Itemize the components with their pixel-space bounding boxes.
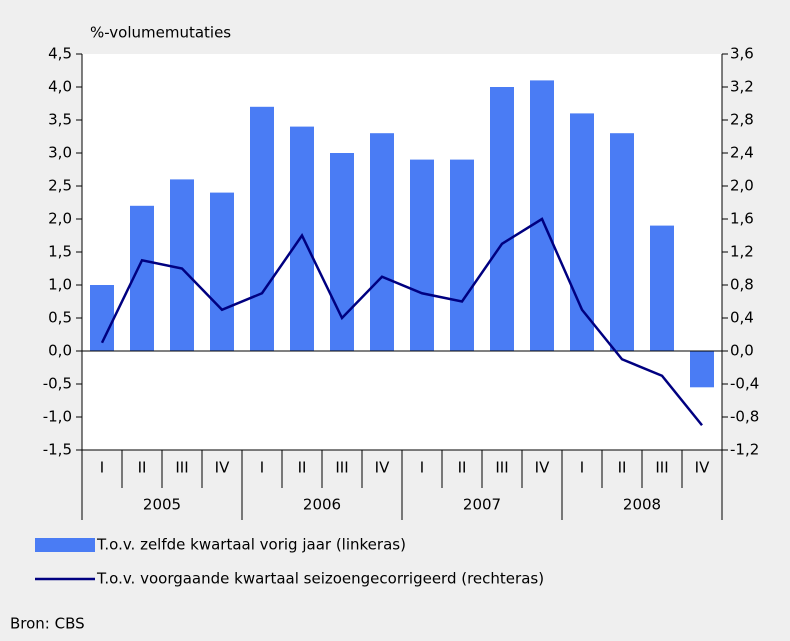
bar xyxy=(290,126,314,351)
legend-label: T.o.v. zelfde kwartaal vorig jaar (linke… xyxy=(96,536,406,554)
legend-label: T.o.v. voorgaande kwartaal seizoengecorr… xyxy=(96,570,544,588)
y-tick-label: 4,0 xyxy=(48,78,72,96)
x-tick-label: II xyxy=(138,459,147,477)
x-tick-label: IV xyxy=(375,459,390,477)
x-tick-label: III xyxy=(175,459,188,477)
legend-swatch xyxy=(35,538,95,552)
bar xyxy=(170,179,194,351)
bar xyxy=(530,80,554,352)
bar xyxy=(370,133,394,351)
y-tick-label: 3,5 xyxy=(48,111,72,129)
y-tick-label: -1,0 xyxy=(43,408,72,426)
bar xyxy=(330,153,354,351)
chart-title: %-volumemutaties xyxy=(90,24,231,42)
y2-tick-label: -0,8 xyxy=(730,408,759,426)
x-tick-label: I xyxy=(260,459,264,477)
y2-tick-label: 1,2 xyxy=(730,243,754,261)
y2-tick-label: 2,4 xyxy=(730,144,754,162)
y2-tick-label: 0,0 xyxy=(730,342,754,360)
y-tick-label: 2,0 xyxy=(48,210,72,228)
bar xyxy=(410,159,434,351)
x-tick-label: I xyxy=(580,459,584,477)
bar xyxy=(250,106,274,351)
y-tick-label: 4,5 xyxy=(48,45,72,63)
y2-tick-label: 2,0 xyxy=(730,177,754,195)
bar xyxy=(210,192,234,351)
y-tick-label: 1,0 xyxy=(48,276,72,294)
y-tick-label: 1,5 xyxy=(48,243,72,261)
x-tick-label: II xyxy=(298,459,307,477)
bar xyxy=(650,225,674,351)
y2-tick-label: 1,6 xyxy=(730,210,754,228)
year-label: 2008 xyxy=(623,496,661,514)
y-tick-label: 3,0 xyxy=(48,144,72,162)
x-tick-label: II xyxy=(618,459,627,477)
y2-tick-label: -0,4 xyxy=(730,375,759,393)
y2-tick-label: 3,6 xyxy=(730,45,754,63)
source: Bron: CBS xyxy=(10,615,85,633)
y2-tick-label: 2,8 xyxy=(730,111,754,129)
y-tick-label: 0,0 xyxy=(48,342,72,360)
x-tick-label: III xyxy=(495,459,508,477)
y-tick-label: 2,5 xyxy=(48,177,72,195)
x-tick-label: IV xyxy=(215,459,230,477)
x-tick-label: I xyxy=(420,459,424,477)
x-tick-label: IV xyxy=(535,459,550,477)
bar xyxy=(490,87,514,351)
y2-tick-label: -1,2 xyxy=(730,441,759,459)
y-tick-label: -1,5 xyxy=(43,441,72,459)
x-tick-label: III xyxy=(655,459,668,477)
y-tick-label: -0,5 xyxy=(43,375,72,393)
line xyxy=(100,217,703,427)
y2-tick-label: 3,2 xyxy=(730,78,754,96)
y2-tick-label: 0,8 xyxy=(730,276,754,294)
year-label: 2006 xyxy=(303,496,341,514)
x-tick-label: III xyxy=(335,459,348,477)
year-label: 2005 xyxy=(143,496,181,514)
bar xyxy=(450,159,474,351)
x-tick-label: II xyxy=(458,459,467,477)
bar xyxy=(690,351,714,388)
y-tick-label: 0,5 xyxy=(48,309,72,327)
x-tick-label: I xyxy=(100,459,104,477)
y2-tick-label: 0,4 xyxy=(730,309,754,327)
year-label: 2007 xyxy=(463,496,501,514)
bar xyxy=(570,113,594,352)
bar xyxy=(610,133,634,351)
x-tick-label: IV xyxy=(695,459,710,477)
